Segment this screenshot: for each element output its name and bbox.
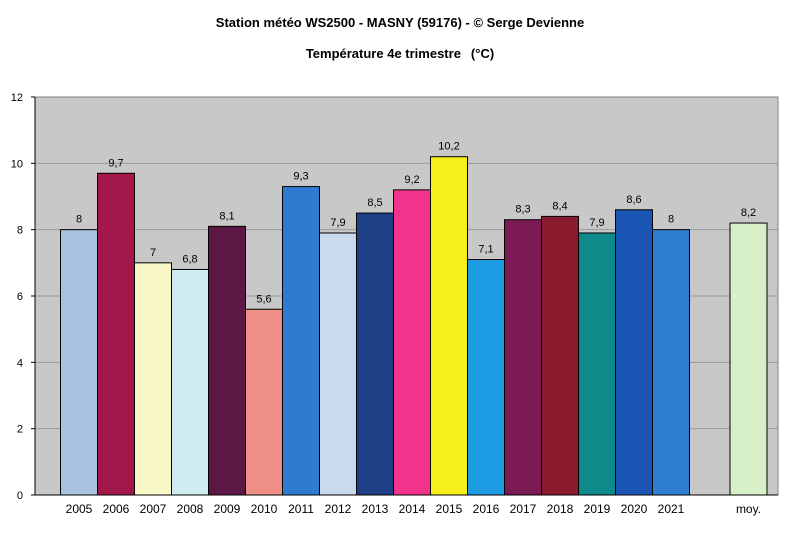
data-label: 8,2	[741, 207, 756, 219]
y-tick-label: 2	[17, 424, 23, 436]
data-label: 9,2	[404, 174, 419, 186]
data-label: 8,4	[552, 200, 567, 212]
y-tick-label: 8	[17, 225, 23, 237]
bar	[393, 189, 431, 496]
data-label: 8,1	[219, 210, 234, 222]
x-tick-label: 2012	[325, 502, 352, 516]
y-tick-label: 6	[17, 291, 23, 303]
chart-subtitle: Température 4e trimestre	[305, 46, 461, 61]
x-tick-label: 2018	[547, 502, 574, 516]
bar	[319, 232, 357, 496]
y-tick-label: 4	[17, 357, 23, 369]
x-tick-label: 2019	[584, 502, 611, 516]
bar	[356, 212, 394, 496]
chart-subtitle-row: Température 4e trimestre (°C)	[0, 46, 800, 61]
data-label: 8	[668, 214, 674, 226]
x-tick-label: 2020	[621, 502, 648, 516]
chart-unit: (°C)	[470, 46, 495, 61]
y-tick-label: 12	[11, 92, 23, 104]
data-label: 7,9	[330, 217, 345, 229]
bar	[541, 215, 579, 496]
bar	[504, 219, 542, 496]
bar	[729, 222, 768, 496]
bar	[245, 308, 283, 496]
x-tick-label: 2007	[140, 502, 167, 516]
y-tick-label: 0	[17, 490, 23, 502]
data-label: 9,7	[108, 157, 123, 169]
bar	[60, 229, 98, 496]
data-label: 8,5	[367, 197, 382, 209]
x-tick-label: 2009	[214, 502, 241, 516]
bar	[171, 268, 209, 496]
bar	[430, 156, 468, 496]
x-tick-label: moy.	[736, 502, 761, 516]
x-tick-label: 2008	[177, 502, 204, 516]
x-tick-label: 2005	[66, 502, 93, 516]
data-label: 10,2	[438, 141, 459, 153]
data-label: 5,6	[256, 293, 271, 305]
y-tick-label: 10	[11, 158, 23, 170]
x-tick-label: 2021	[658, 502, 685, 516]
bar	[615, 209, 653, 496]
bar	[578, 232, 616, 496]
bar	[97, 172, 135, 496]
x-tick-label: 2011	[288, 502, 314, 516]
chart-title: Station météo WS2500 - MASNY (59176) - ©…	[215, 15, 585, 30]
x-tick-label: 2015	[436, 502, 463, 516]
data-label: 8	[76, 214, 82, 226]
x-tick-label: 2013	[362, 502, 389, 516]
data-label: 7	[150, 247, 156, 259]
bar	[134, 262, 172, 496]
data-label: 6,8	[182, 253, 197, 265]
bar	[208, 225, 246, 496]
data-label: 7,9	[589, 217, 604, 229]
x-tick-label: 2014	[399, 502, 426, 516]
bar	[467, 259, 505, 496]
data-label: 8,3	[515, 204, 530, 216]
data-label: 9,3	[293, 171, 308, 183]
data-label: 8,6	[626, 194, 641, 206]
bar	[282, 186, 320, 496]
x-tick-label: 2010	[251, 502, 278, 516]
data-label: 7,1	[478, 244, 493, 256]
x-tick-label: 2016	[473, 502, 500, 516]
bar	[652, 229, 690, 496]
x-tick-label: 2006	[103, 502, 130, 516]
x-tick-label: 2017	[510, 502, 537, 516]
